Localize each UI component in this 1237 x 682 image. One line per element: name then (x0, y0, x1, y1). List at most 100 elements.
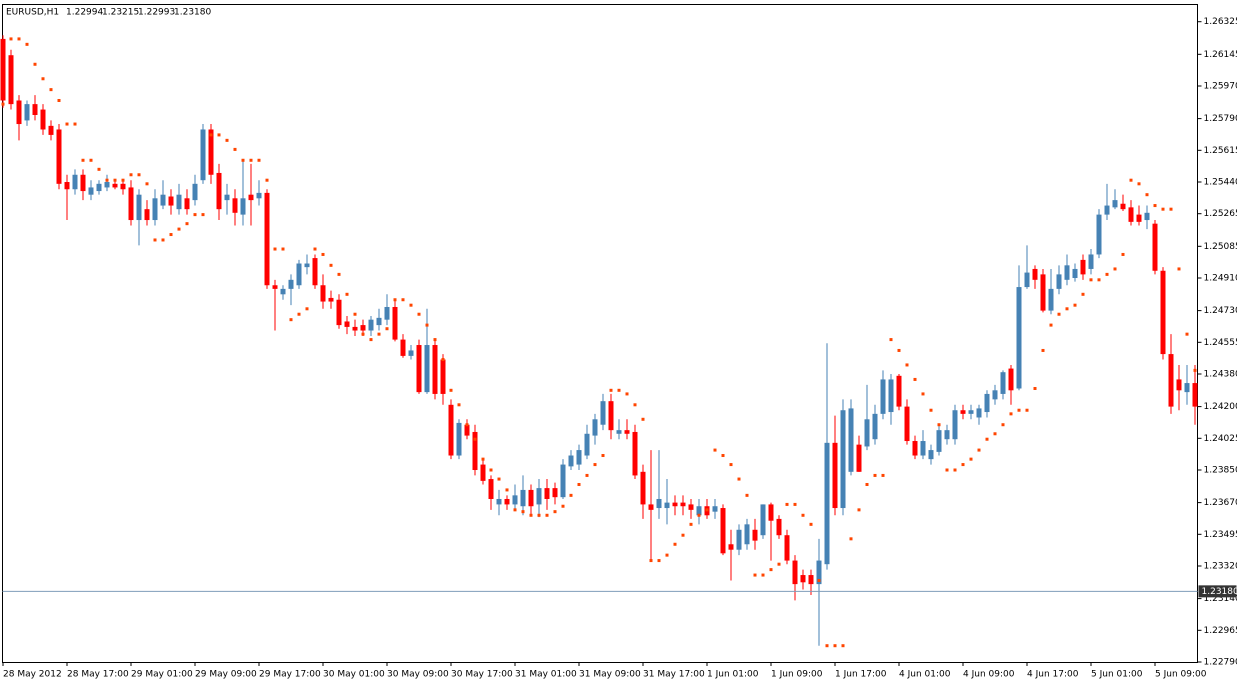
sar-dot (57, 98, 61, 102)
sar-dot (489, 468, 493, 472)
sar-dot (1185, 332, 1189, 336)
candle-body (1024, 272, 1030, 288)
sar-dot (897, 348, 901, 352)
candle-body (472, 431, 478, 471)
candle-body (64, 182, 70, 190)
sar-dot (401, 298, 405, 302)
candle-body (80, 174, 86, 192)
sar-dot (81, 158, 85, 162)
candle-body (544, 488, 550, 499)
sar-dot (121, 178, 125, 182)
candle-body (624, 430, 630, 434)
x-tick-label: 29 May 17:00 (259, 670, 321, 680)
candle-body (1168, 354, 1174, 407)
candle-body (152, 198, 158, 221)
sar-dot (345, 292, 349, 296)
candle-body (864, 419, 870, 447)
candle-body (264, 192, 270, 286)
sar-dot (369, 338, 373, 342)
sar-dot (1137, 182, 1141, 186)
sar-dot (801, 513, 805, 517)
candle-body (1040, 274, 1046, 311)
candle-body (168, 196, 174, 206)
candle-body (160, 194, 166, 206)
sar-dot (1009, 412, 1013, 416)
x-tick-label: 5 Jun 09:00 (1155, 670, 1207, 680)
sar-dot (441, 358, 445, 362)
sar-dot (361, 332, 365, 336)
sar-dot (393, 298, 397, 302)
sar-dot (617, 388, 621, 392)
sar-dot (1001, 423, 1005, 427)
candle-body (712, 506, 718, 512)
sar-dot (881, 473, 885, 477)
candle-body (640, 471, 646, 505)
candle-body (1120, 203, 1126, 210)
candle-body (376, 317, 382, 326)
candle-body (312, 258, 318, 286)
candle-body (88, 187, 94, 195)
sar-dot (857, 508, 861, 512)
candle-body (320, 285, 326, 302)
sar-dot (1153, 204, 1157, 208)
sar-dot (1161, 207, 1165, 211)
sar-dot (105, 178, 109, 182)
candle-body (968, 410, 974, 414)
candle-body (784, 535, 790, 561)
candle-body (840, 410, 846, 509)
y-tick-label: 1.24380 (1204, 370, 1237, 380)
candle-body (352, 326, 358, 331)
candle-body (240, 198, 246, 215)
sar-dot (201, 213, 205, 217)
y-tick-label: 1.23320 (1204, 562, 1237, 572)
candle-body (888, 379, 894, 413)
candle-body (648, 504, 654, 510)
sar-dot (537, 513, 541, 517)
sar-dot (177, 227, 181, 231)
candle-body (776, 518, 782, 536)
sar-dot (257, 158, 261, 162)
y-tick-label: 1.25265 (1204, 209, 1237, 219)
sar-dot (729, 463, 733, 467)
sar-dot (1033, 386, 1037, 390)
x-tick-label: 31 May 01:00 (515, 670, 577, 680)
candle-body (664, 502, 670, 509)
candle-body (520, 489, 526, 507)
sar-dot (633, 403, 637, 407)
candle-body (536, 488, 542, 505)
sar-dot (561, 504, 565, 508)
candle-body (904, 406, 910, 442)
candle-body (440, 359, 446, 394)
sar-dot (953, 468, 957, 472)
candle-body (224, 194, 230, 201)
sar-dot (1089, 278, 1093, 282)
candle-body (760, 504, 766, 536)
candle-body (1144, 212, 1150, 221)
x-tick-label: 4 Jun 09:00 (963, 670, 1015, 680)
sar-dot (721, 454, 725, 458)
sar-dot (777, 562, 781, 566)
sar-dot (9, 37, 13, 41)
candle-body (632, 431, 638, 476)
sar-dot (1, 102, 5, 106)
candle-body (104, 182, 110, 188)
sar-dot (817, 578, 821, 582)
candle-body (1176, 379, 1182, 391)
candle-body (136, 194, 142, 221)
candle-body (408, 350, 414, 356)
candle-body (400, 339, 406, 356)
sar-dot (337, 272, 341, 276)
y-tick-label: 1.24730 (1204, 306, 1237, 316)
sar-dot (569, 493, 573, 497)
sar-dot (185, 222, 189, 226)
sar-dot (89, 158, 93, 162)
candle-body (216, 172, 222, 210)
sar-dot (713, 448, 717, 452)
sar-dot (625, 392, 629, 396)
sar-dot (225, 138, 229, 142)
candle-body (696, 506, 702, 516)
price-label: 1.23180 (1202, 587, 1237, 597)
sar-dot (217, 133, 221, 137)
candle-body (832, 442, 838, 509)
sar-dot (865, 482, 869, 486)
